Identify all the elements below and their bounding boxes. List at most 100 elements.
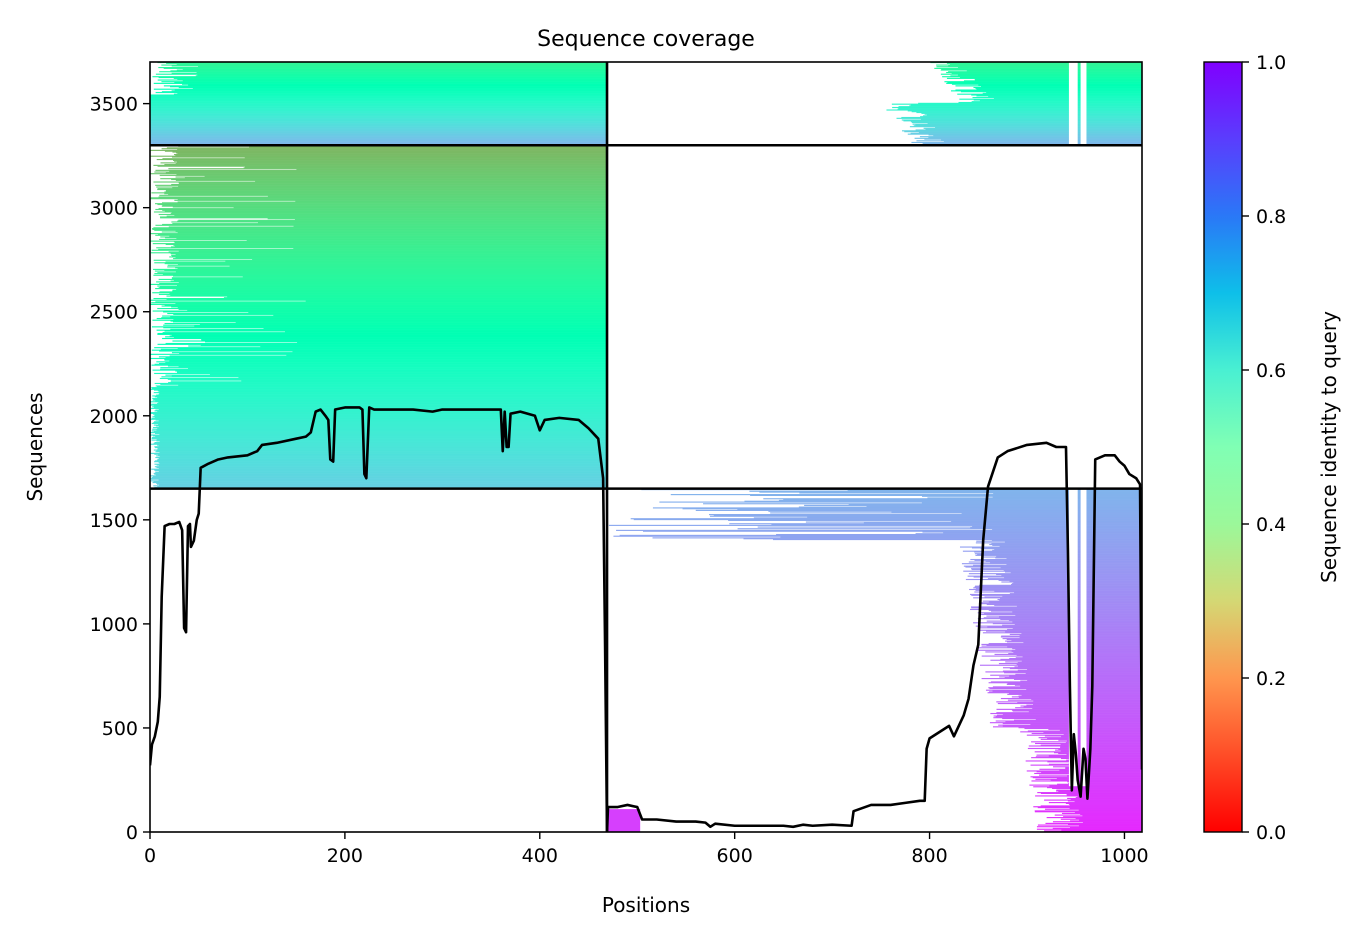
heatmap-row — [768, 510, 1142, 512]
heatmap-row — [1043, 732, 1142, 734]
heatmap-row — [150, 233, 608, 235]
heatmap-row — [1066, 793, 1142, 795]
heatmap-row — [156, 186, 608, 188]
heatmap-row — [963, 80, 1142, 82]
heatmap-row — [152, 476, 608, 478]
heatmap-row — [267, 195, 608, 197]
heatmap-row — [155, 425, 608, 427]
heatmap-row — [157, 448, 608, 450]
heatmap-row — [176, 63, 608, 65]
heatmap-row — [154, 262, 608, 264]
heatmap-row — [173, 318, 608, 320]
heatmap-row — [1018, 695, 1142, 697]
heatmap-row — [150, 452, 608, 454]
heatmap-row — [158, 423, 608, 425]
heatmap-row — [989, 722, 1142, 724]
heatmap-row — [204, 341, 608, 343]
heatmap-row — [151, 192, 608, 194]
heatmap-row — [170, 70, 608, 72]
heatmap-row — [150, 96, 608, 98]
heatmap-row — [166, 147, 608, 149]
heatmap-row — [608, 524, 1142, 526]
heatmap-row — [990, 674, 1142, 676]
heatmap-row — [976, 88, 1142, 90]
heatmap-row — [172, 321, 608, 323]
heatmap-row — [150, 117, 608, 119]
heatmap-row — [915, 533, 1142, 535]
heatmap-row — [971, 607, 1142, 609]
heatmap-row — [154, 442, 608, 444]
heatmap-row — [174, 242, 608, 244]
heatmap-row — [159, 433, 608, 435]
heatmap-row — [150, 149, 608, 151]
heatmap-row — [257, 222, 608, 224]
heatmap-row — [1069, 807, 1142, 809]
heatmap-row — [166, 298, 608, 300]
heatmap-row — [961, 513, 1142, 515]
heatmap-row — [158, 465, 608, 467]
heatmap-row — [973, 587, 1142, 589]
heatmap-row — [169, 355, 608, 357]
heatmap-row — [988, 96, 1142, 98]
heatmap-row — [924, 138, 1142, 140]
heatmap-row — [983, 617, 1142, 619]
heatmap-row — [171, 278, 608, 280]
heatmap-row — [150, 94, 608, 96]
heatmap-row — [1055, 790, 1142, 792]
heatmap-row — [989, 691, 1142, 693]
heatmap-row — [150, 105, 608, 107]
heatmap-row — [154, 463, 608, 465]
heatmap-row — [150, 475, 608, 477]
heatmap-row — [155, 184, 608, 186]
heatmap-row — [160, 236, 608, 238]
heatmap-row — [154, 466, 608, 468]
heatmap-row — [750, 494, 1142, 496]
heatmap-row — [986, 615, 1142, 617]
heatmap-row — [950, 90, 1142, 92]
heatmap-row — [966, 70, 1142, 72]
heatmap-row — [977, 649, 1142, 651]
heatmap-row — [162, 223, 608, 226]
heatmap-row — [150, 98, 608, 100]
heatmap-row — [175, 302, 608, 305]
heatmap-row — [1068, 782, 1142, 785]
heatmap-row — [178, 185, 608, 187]
heatmap-row — [167, 264, 608, 266]
heatmap-row — [188, 84, 608, 86]
heatmap-row — [157, 444, 608, 446]
colorbar-tick-label: 0.2 — [1256, 668, 1286, 690]
heatmap-row — [780, 536, 1142, 538]
heatmap-row — [936, 64, 1142, 66]
heatmap-row — [753, 517, 1142, 519]
heatmap-row — [918, 131, 1142, 134]
heatmap-row — [227, 296, 608, 298]
heatmap-row — [993, 715, 1142, 717]
heatmap-row — [177, 153, 608, 155]
heatmap-row — [981, 645, 1142, 647]
heatmap-row — [154, 410, 608, 412]
heatmap-row — [158, 356, 608, 358]
heatmap-row — [172, 290, 608, 292]
heatmap-row — [174, 199, 608, 201]
chain-separators — [150, 62, 1142, 832]
heatmap-row — [949, 63, 1142, 65]
heatmap-row — [1031, 732, 1142, 735]
heatmap-row — [1080, 813, 1142, 815]
heatmap-row — [175, 152, 608, 154]
heatmap-row — [1060, 746, 1142, 748]
heatmap-row — [743, 538, 1142, 540]
heatmap-row — [173, 153, 608, 156]
heatmap-row — [616, 529, 1142, 531]
heatmap-row — [173, 313, 608, 315]
heatmap-row — [150, 136, 608, 138]
heatmap-row — [913, 125, 1142, 127]
heatmap-row — [1018, 697, 1142, 699]
heatmap-row — [158, 278, 608, 280]
heatmap-row — [155, 208, 608, 211]
heatmap-row — [151, 439, 608, 441]
heatmap-row — [156, 247, 608, 249]
heatmap-row — [158, 461, 608, 464]
heatmap-row — [242, 276, 608, 278]
heatmap-row — [158, 213, 608, 216]
